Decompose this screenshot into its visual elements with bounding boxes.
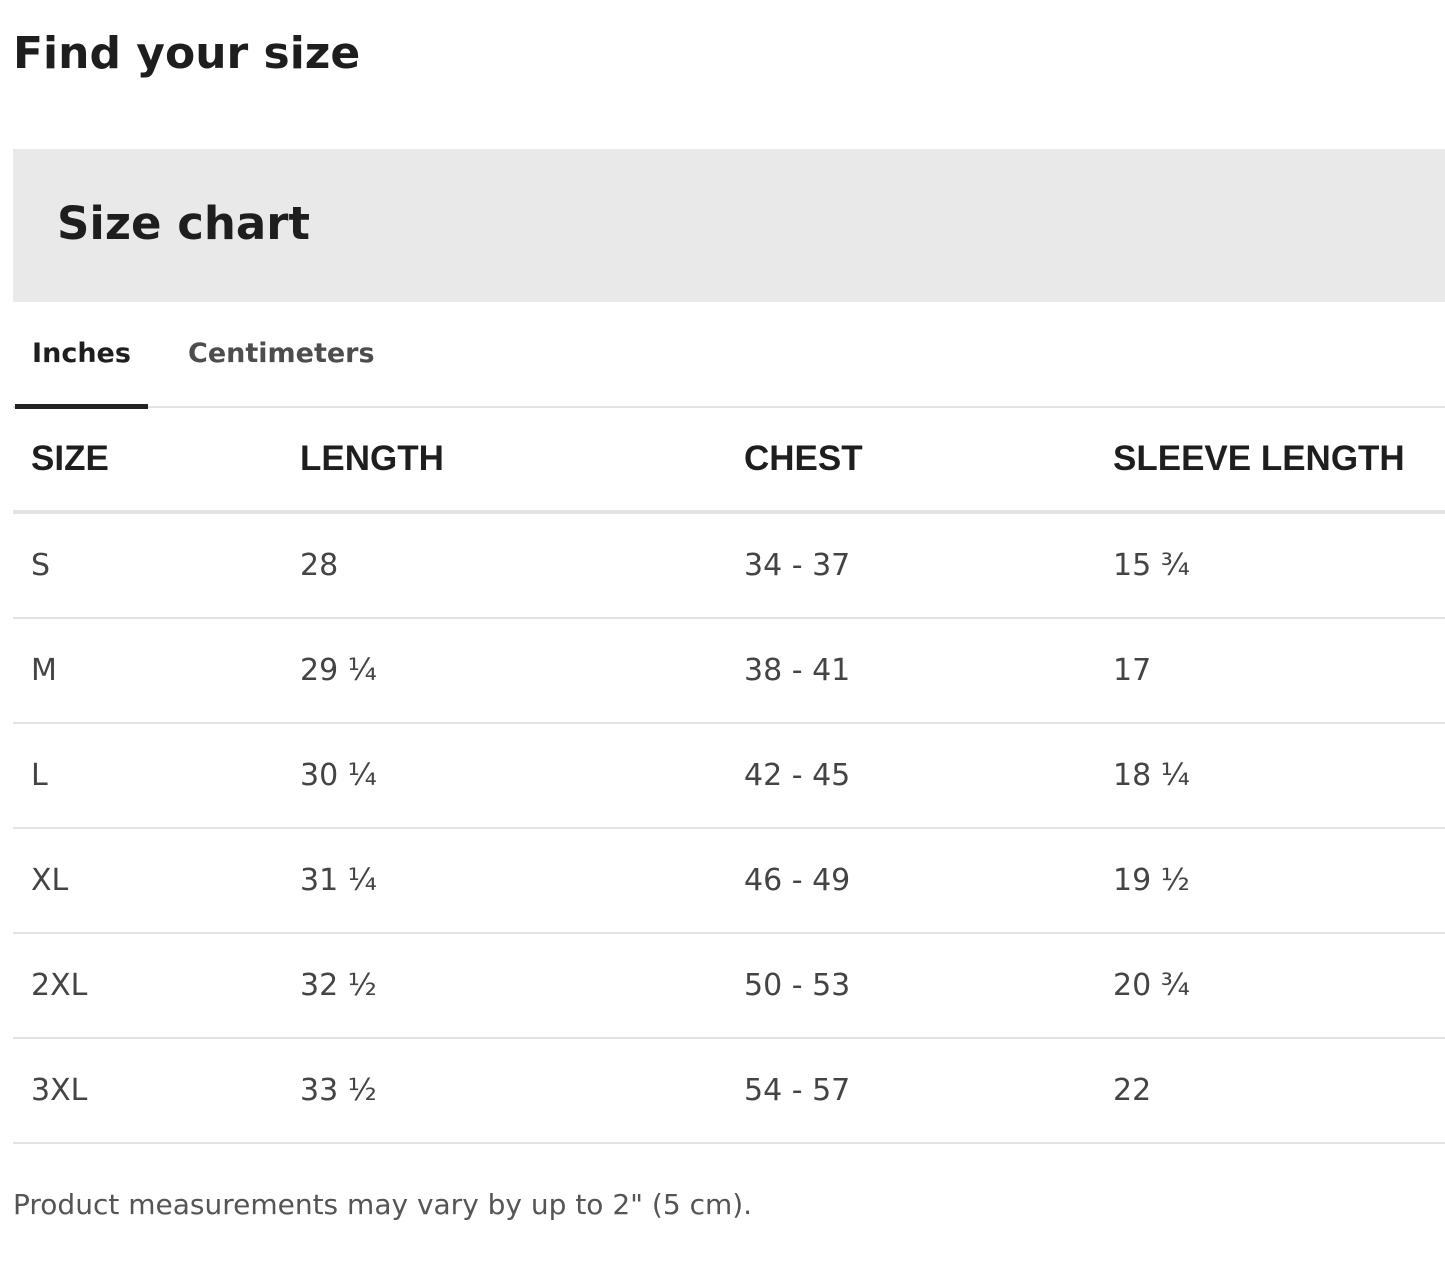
cell-sleeve-length: 19 ½	[1113, 828, 1445, 934]
section-title: Size chart	[57, 197, 310, 250]
cell-chest: 38 - 41	[744, 618, 1113, 724]
cell-size: 2XL	[13, 933, 300, 1039]
cell-chest: 46 - 49	[744, 828, 1113, 934]
tab-inches[interactable]: Inches	[15, 338, 148, 409]
table-row: L 30 ¼ 42 - 45 18 ¼	[13, 723, 1445, 829]
cell-length: 30 ¼	[300, 723, 744, 829]
cell-size: L	[13, 723, 300, 829]
cell-length: 32 ½	[300, 933, 744, 1039]
header-chest: CHEST	[744, 408, 1113, 514]
size-chart-header: Size chart	[13, 149, 1445, 302]
cell-chest: 50 - 53	[744, 933, 1113, 1039]
measurement-note: Product measurements may vary by up to 2…	[13, 1188, 753, 1221]
header-length: LENGTH	[300, 408, 744, 514]
cell-length: 28	[300, 512, 744, 619]
size-table: SIZE LENGTH CHEST SLEEVE LENGTH S 28 34 - …	[13, 408, 1445, 1144]
table-row: XL 31 ¼ 46 - 49 19 ½	[13, 828, 1445, 934]
cell-size: XL	[13, 828, 300, 934]
cell-length: 29 ¼	[300, 618, 744, 724]
cell-length: 33 ½	[300, 1038, 744, 1144]
header-sleeve-length: SLEEVE LENGTH	[1113, 408, 1445, 514]
unit-tabs: Inches Centimeters	[13, 320, 1445, 409]
table-row: M 29 ¼ 38 - 41 17	[13, 618, 1445, 724]
cell-chest: 34 - 37	[744, 512, 1113, 619]
cell-sleeve-length: 22	[1113, 1038, 1445, 1144]
table-row: 3XL 33 ½ 54 - 57 22	[13, 1038, 1445, 1144]
cell-chest: 54 - 57	[744, 1038, 1113, 1144]
header-size: SIZE	[13, 408, 300, 514]
table-row: S 28 34 - 37 15 ¾	[13, 512, 1445, 619]
cell-size: 3XL	[13, 1038, 300, 1144]
page-title: Find your size	[13, 28, 361, 79]
cell-size: M	[13, 618, 300, 724]
cell-sleeve-length: 18 ¼	[1113, 723, 1445, 829]
table-header-row: SIZE LENGTH CHEST SLEEVE LENGTH	[13, 408, 1445, 514]
cell-length: 31 ¼	[300, 828, 744, 934]
cell-sleeve-length: 17	[1113, 618, 1445, 724]
tab-centimeters[interactable]: Centimeters	[188, 338, 375, 369]
table-row: 2XL 32 ½ 50 - 53 20 ¾	[13, 933, 1445, 1039]
cell-sleeve-length: 15 ¾	[1113, 512, 1445, 619]
cell-chest: 42 - 45	[744, 723, 1113, 829]
cell-size: S	[13, 512, 300, 619]
cell-sleeve-length: 20 ¾	[1113, 933, 1445, 1039]
